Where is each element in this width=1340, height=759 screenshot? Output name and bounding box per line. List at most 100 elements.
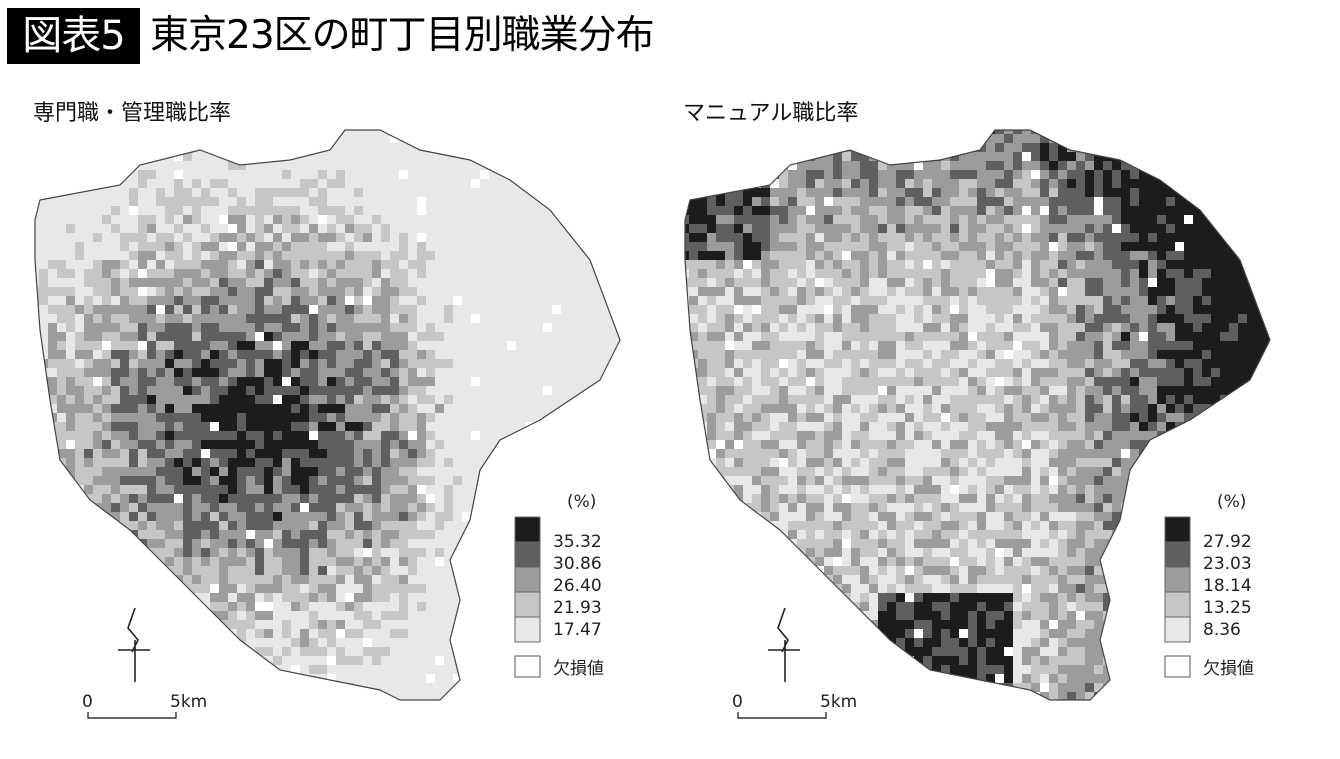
map-cell xyxy=(39,458,49,468)
map-cell xyxy=(48,593,58,603)
map-cell xyxy=(255,305,265,315)
map-cell xyxy=(210,476,220,486)
map-cell xyxy=(1004,134,1014,144)
map-cell xyxy=(35,440,40,450)
map-cell xyxy=(381,215,391,225)
map-cell xyxy=(779,143,789,153)
map-cell xyxy=(624,467,634,477)
map-cell xyxy=(48,323,58,333)
map-cell xyxy=(462,683,472,693)
map-cell xyxy=(75,377,85,387)
map-cell xyxy=(129,161,139,171)
map-cell xyxy=(57,152,67,162)
map-cell xyxy=(1175,170,1185,180)
map-cell xyxy=(597,512,607,522)
map-cell xyxy=(1265,197,1270,207)
map-cell xyxy=(498,539,508,549)
map-cell xyxy=(93,539,103,549)
map-cell xyxy=(111,197,121,207)
map-cell xyxy=(570,224,580,234)
map-cell xyxy=(624,134,634,144)
map-cell xyxy=(174,170,184,180)
map-cell xyxy=(480,674,490,684)
map-cell xyxy=(282,251,292,261)
map-cell xyxy=(174,530,184,540)
map-cell xyxy=(354,548,364,558)
map-cell xyxy=(102,701,112,711)
map-cell xyxy=(480,449,490,459)
map-cell xyxy=(165,629,175,639)
map-cell xyxy=(210,215,220,225)
map-cell xyxy=(363,179,373,189)
map-cell xyxy=(75,602,85,612)
map-cell xyxy=(75,233,85,243)
map-cell xyxy=(327,458,337,468)
map-cell xyxy=(959,179,969,189)
map-cell xyxy=(309,260,319,270)
map-cell xyxy=(120,566,130,576)
map-cell xyxy=(390,233,400,243)
map-cell xyxy=(291,431,301,441)
map-cell xyxy=(435,467,445,477)
map-cell xyxy=(588,413,598,423)
map-cell xyxy=(462,494,472,504)
map-cell xyxy=(399,332,409,342)
map-cell xyxy=(147,251,157,261)
map-cell xyxy=(534,413,544,423)
map-cell xyxy=(408,647,418,657)
map-cell xyxy=(282,341,292,351)
map-cell xyxy=(833,197,843,207)
map-cell xyxy=(480,404,490,414)
map-cell xyxy=(66,134,76,144)
map-cell xyxy=(48,170,58,180)
map-cell xyxy=(156,260,166,270)
map-cell xyxy=(174,206,184,216)
map-cell xyxy=(291,620,301,630)
map-cell xyxy=(102,314,112,324)
map-cell xyxy=(300,386,310,396)
map-cell xyxy=(1202,134,1212,144)
map-cell xyxy=(624,530,634,540)
map-cell xyxy=(498,431,508,441)
map-cell xyxy=(84,584,94,594)
map-cell xyxy=(291,134,301,144)
map-cell xyxy=(282,701,292,711)
map-cell xyxy=(444,422,454,432)
map-cell xyxy=(624,485,634,495)
map-cell xyxy=(615,215,620,225)
map-cell xyxy=(309,575,319,585)
map-cell xyxy=(408,683,418,693)
map-cell xyxy=(201,467,211,477)
map-cell xyxy=(624,494,634,504)
map-cell xyxy=(237,557,247,567)
map-cell xyxy=(84,224,94,234)
map-cell xyxy=(102,521,112,531)
map-cell xyxy=(300,548,310,558)
map-cell xyxy=(219,611,229,621)
map-cell xyxy=(264,674,274,684)
map-cell xyxy=(165,593,175,603)
map-cell xyxy=(363,701,373,711)
map-cell xyxy=(408,512,418,522)
map-cell xyxy=(84,575,94,585)
map-cell xyxy=(138,305,148,315)
map-cell xyxy=(381,449,391,459)
map-cell xyxy=(66,314,76,324)
map-cell xyxy=(707,161,717,171)
map-cell xyxy=(399,467,409,477)
map-cell xyxy=(516,701,526,711)
map-cell xyxy=(453,224,463,234)
map-cell xyxy=(282,215,292,225)
map-cell xyxy=(138,539,148,549)
map-cell xyxy=(354,449,364,459)
map-cell xyxy=(183,260,193,270)
map-cell xyxy=(327,431,337,441)
map-cell xyxy=(327,629,337,639)
map-cell xyxy=(57,233,67,243)
map-cell xyxy=(570,476,580,486)
map-cell xyxy=(138,449,148,459)
map-cell xyxy=(147,287,157,297)
map-cell xyxy=(156,557,166,567)
map-cell xyxy=(336,260,346,270)
map-cell xyxy=(624,602,634,612)
